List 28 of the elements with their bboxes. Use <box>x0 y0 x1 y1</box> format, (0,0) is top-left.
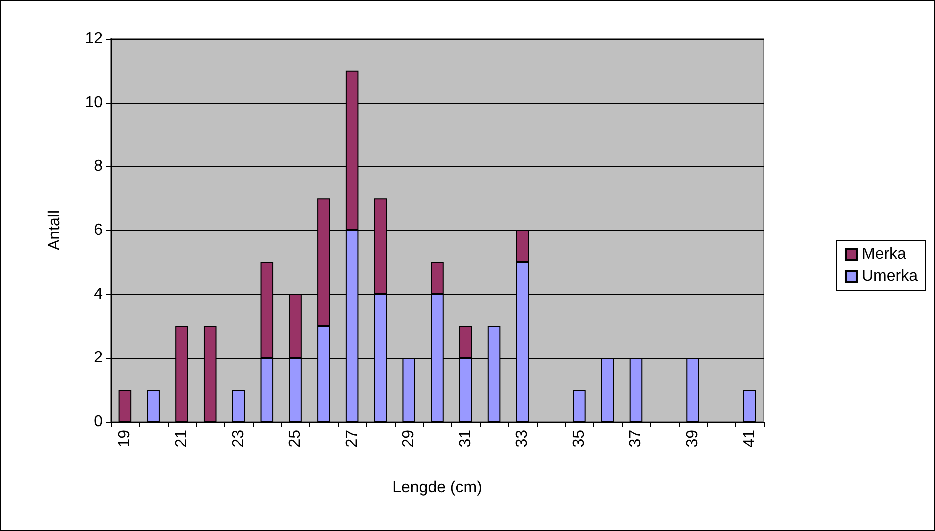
x-tick-label: 33 <box>514 430 532 448</box>
x-tick-label: 35 <box>570 430 588 448</box>
legend-label: Umerka <box>862 268 918 285</box>
x-tick-label: 27 <box>344 430 361 448</box>
y-axis-title: Antall <box>46 210 64 251</box>
x-tick-label: 31 <box>457 430 474 448</box>
y-tick-label: 8 <box>94 158 104 176</box>
x-tick-label: 39 <box>684 430 702 448</box>
bar <box>232 390 246 422</box>
y-tick-label: 0 <box>94 414 104 430</box>
bar <box>118 390 132 422</box>
x-tick-label: 29 <box>400 430 418 448</box>
bar <box>743 390 756 422</box>
legend-label: Merka <box>862 246 907 263</box>
bar <box>147 390 160 422</box>
bar <box>573 390 586 422</box>
x-tick-label: 21 <box>173 430 190 448</box>
x-tick-label: 25 <box>287 430 304 448</box>
x-tick-label: 37 <box>628 430 645 448</box>
y-tick-label: 12 <box>85 30 104 48</box>
x-tick-label: 41 <box>741 430 758 448</box>
x-tick-label: 19 <box>116 430 134 448</box>
x-tick-label: 23 <box>230 430 248 448</box>
y-tick-label: 6 <box>94 222 104 239</box>
x-axis-title: Lengde (cm) <box>392 480 482 496</box>
y-tick-label: 2 <box>94 350 104 367</box>
y-tick-label: 4 <box>94 286 104 303</box>
y-tick-label: 10 <box>85 94 104 112</box>
